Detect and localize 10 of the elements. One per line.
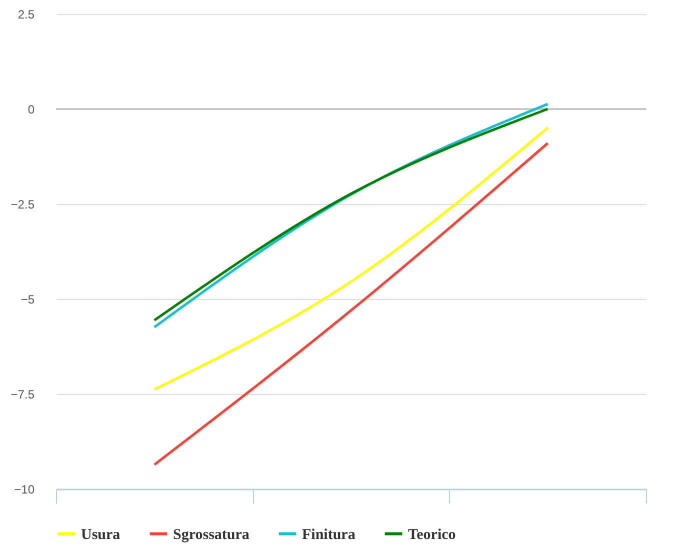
- legend-label: Usura: [81, 526, 121, 543]
- y-tick-label: 0: [28, 102, 35, 116]
- y-tick-label: 2.5: [18, 8, 35, 22]
- legend-label: Teorico: [408, 526, 456, 543]
- y-tick-label: −2.5: [10, 198, 35, 212]
- y-tick-label: −10: [14, 482, 35, 496]
- y-tick-label: −7.5: [10, 388, 35, 402]
- legend-label: Sgrossatura: [173, 526, 250, 543]
- y-tick-label: −5: [20, 292, 35, 306]
- legend-label: Finitura: [302, 526, 356, 543]
